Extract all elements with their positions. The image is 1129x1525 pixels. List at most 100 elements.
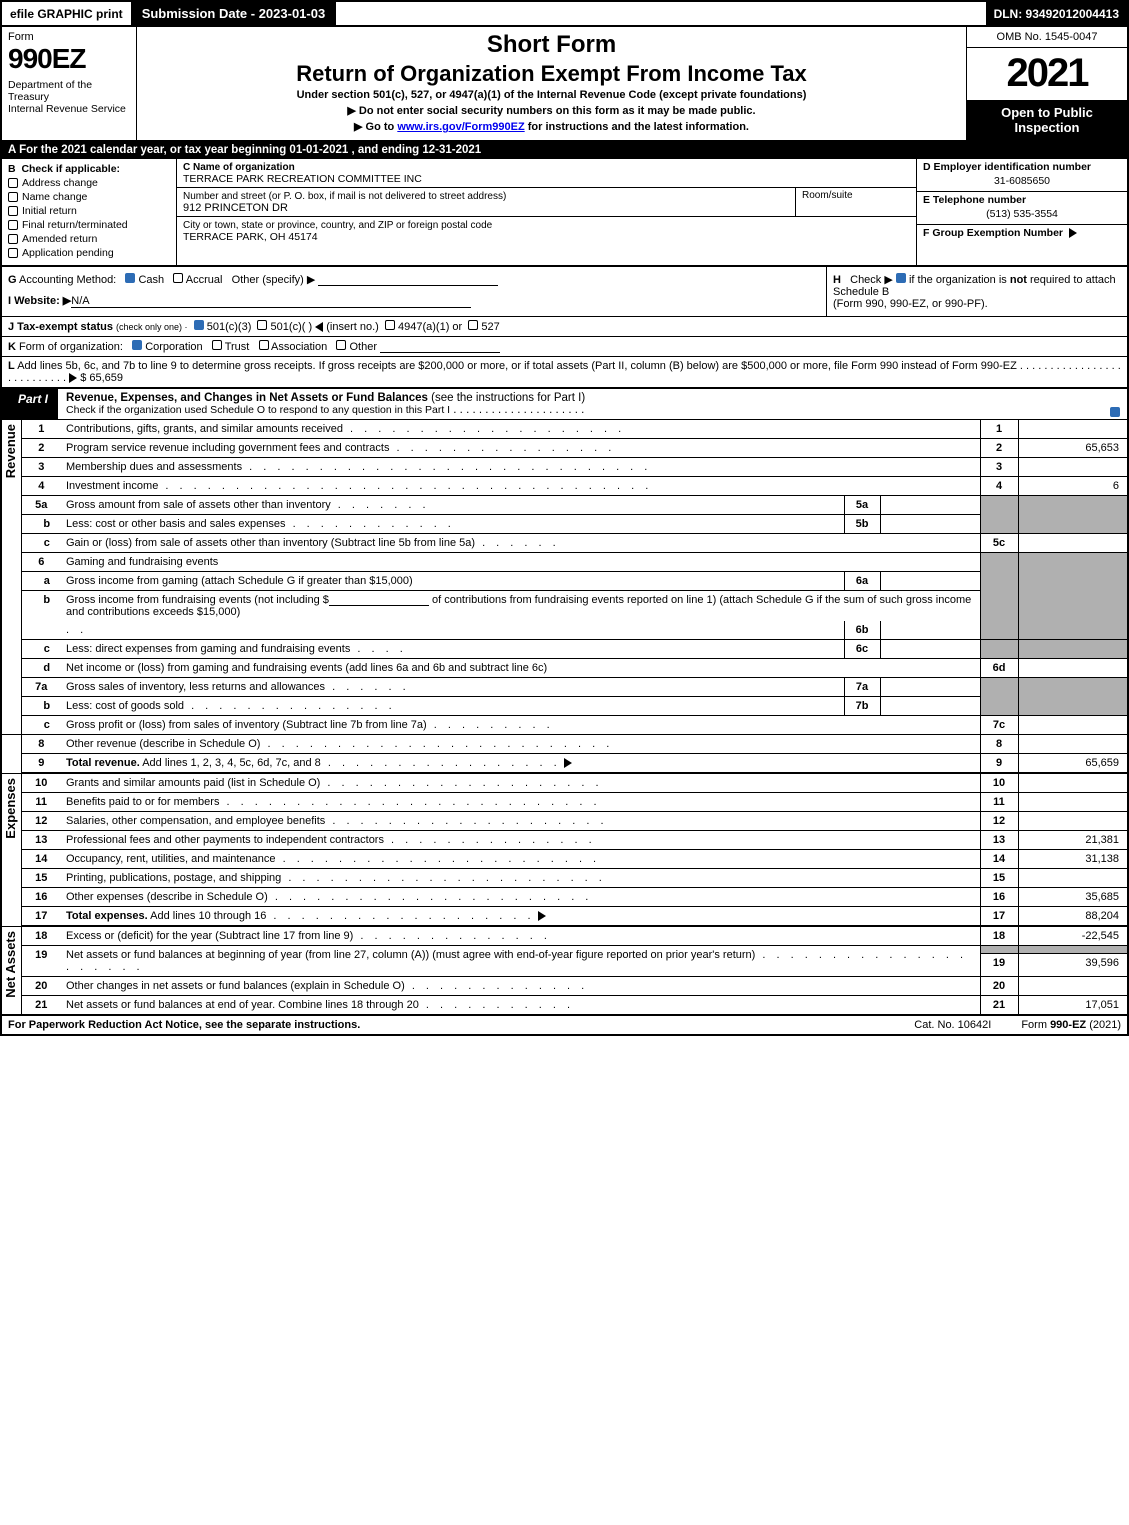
part-1-title-paren: (see the instructions for Part I): [428, 392, 585, 404]
chk-amended-return[interactable]: Amended return: [8, 233, 170, 245]
short-form-title: Short Form: [145, 31, 958, 59]
phone-value: (513) 535-3554: [923, 206, 1121, 222]
amount-cell: [1018, 977, 1128, 996]
street-row: Number and street (or P. O. box, if mail…: [177, 188, 916, 217]
checkbox-accrual-icon[interactable]: [173, 273, 183, 283]
col-num: 1: [980, 420, 1018, 439]
line-num: 6: [21, 553, 61, 572]
amount-cell: 35,685: [1018, 888, 1128, 907]
website-value: N/A: [71, 295, 471, 308]
efile-print-button[interactable]: efile GRAPHIC print: [2, 2, 132, 25]
chk-final-return[interactable]: Final return/terminated: [8, 219, 170, 231]
line-desc: Contributions, gifts, grants, and simila…: [61, 420, 980, 439]
checkbox-schedule-b-icon[interactable]: [896, 273, 906, 283]
inner-col: 6b: [844, 621, 880, 640]
checkbox-assoc-icon[interactable]: [259, 340, 269, 350]
checkbox-corp-icon[interactable]: [132, 340, 142, 350]
form-number: 990EZ: [8, 43, 130, 75]
j-501c3: 501(c)(3): [207, 321, 252, 333]
line-15: 15 Printing, publications, postage, and …: [1, 869, 1128, 888]
street-label: Number and street (or P. O. box, if mail…: [183, 191, 506, 202]
instruction-line-2: ▶ Go to www.irs.gov/Form990EZ for instru…: [145, 120, 958, 133]
city-label: City or town, state or province, country…: [183, 220, 492, 231]
col-num: 11: [980, 793, 1018, 812]
inner-amount: [880, 496, 980, 515]
inner-amount: [880, 572, 980, 591]
under-section-text: Under section 501(c), 527, or 4947(a)(1)…: [145, 89, 958, 101]
ein-label: D Employer identification number: [923, 161, 1091, 173]
h-forms: (Form 990, 990-EZ, or 990-PF).: [833, 298, 988, 310]
chk-address-change[interactable]: Address change: [8, 177, 170, 189]
chk-initial-return[interactable]: Initial return: [8, 205, 170, 217]
instr2-prefix: ▶ Go to: [354, 121, 397, 133]
inner-col: 5a: [844, 496, 880, 515]
chk-application-pending[interactable]: Application pending: [8, 247, 170, 259]
line-desc: Program service revenue including govern…: [61, 439, 980, 458]
line-num: 13: [21, 831, 61, 850]
shaded-cell: [1018, 640, 1128, 659]
other-org-field[interactable]: [380, 341, 500, 353]
col-num: 18: [980, 927, 1018, 946]
omb-number: OMB No. 1545-0047: [967, 27, 1127, 48]
line-desc: Gain or (loss) from sale of assets other…: [61, 534, 980, 553]
line-desc: Occupancy, rent, utilities, and maintena…: [61, 850, 980, 869]
line-num: b: [21, 697, 61, 716]
accounting-method-row: G Accounting Method: Cash Accrual Other …: [8, 273, 820, 286]
shaded-cell: [980, 640, 1018, 659]
line-desc: Less: direct expenses from gaming and fu…: [61, 640, 844, 659]
line-desc: Less: cost of goods sold . . . . . . . .…: [61, 697, 844, 716]
col-num: 13: [980, 831, 1018, 850]
amount-cell: [1018, 716, 1128, 735]
line-19-top: 19 Net assets or fund balances at beginn…: [1, 946, 1128, 954]
contrib-amount-field[interactable]: [329, 594, 429, 606]
chk-name-change[interactable]: Name change: [8, 191, 170, 203]
chk-label: Address change: [22, 177, 98, 189]
line-desc: Investment income . . . . . . . . . . . …: [61, 477, 980, 496]
checkbox-4947-icon[interactable]: [385, 320, 395, 330]
line-desc: Net assets or fund balances at end of ye…: [61, 996, 980, 1015]
line-2: 2 Program service revenue including gove…: [1, 439, 1128, 458]
line-num: d: [21, 659, 61, 678]
checkbox-501c3-icon[interactable]: [194, 320, 204, 330]
net-assets-vlabel: Net Assets: [2, 927, 19, 1002]
checkbox-527-icon[interactable]: [468, 320, 478, 330]
checkbox-501c-icon[interactable]: [257, 320, 267, 330]
col-num: 4: [980, 477, 1018, 496]
line-num: c: [21, 640, 61, 659]
checkbox-other-icon[interactable]: [336, 340, 346, 350]
checkbox-cash-icon[interactable]: [125, 273, 135, 283]
other-specify-field[interactable]: [318, 274, 498, 286]
org-name-label: C Name of organization: [183, 162, 295, 173]
line-21: 21 Net assets or fund balances at end of…: [1, 996, 1128, 1015]
line-num: c: [21, 534, 61, 553]
submission-date: Submission Date - 2023-01-03: [132, 2, 337, 25]
k-other: Other: [349, 341, 377, 353]
checkbox-schedule-o-icon[interactable]: [1110, 407, 1120, 417]
shaded-cell: [980, 678, 1018, 716]
dln-number: DLN: 93492012004413: [986, 2, 1127, 25]
website-label: I Website: ▶: [8, 295, 71, 307]
checkbox-trust-icon[interactable]: [212, 340, 222, 350]
instr2-suffix: for instructions and the latest informat…: [525, 121, 749, 133]
section-c-org-info: C Name of organization TERRACE PARK RECR…: [177, 159, 917, 265]
col-num: 14: [980, 850, 1018, 869]
chk-label: Initial return: [22, 205, 77, 217]
footer-left: For Paperwork Reduction Act Notice, see …: [8, 1019, 884, 1031]
line-5c: c Gain or (loss) from sale of assets oth…: [1, 534, 1128, 553]
line-num: 7a: [21, 678, 61, 697]
l-amount: $ 65,659: [80, 372, 123, 384]
line-9: 9 Total revenue. Add lines 1, 2, 3, 4, 5…: [1, 754, 1128, 774]
shaded-cell: [980, 553, 1018, 640]
inner-col: 7b: [844, 697, 880, 716]
col-num: 17: [980, 907, 1018, 927]
line-num: 16: [21, 888, 61, 907]
arrow-right-icon: [564, 758, 572, 768]
shaded-cell: [980, 496, 1018, 534]
part-1-subtitle: Check if the organization used Schedule …: [66, 404, 450, 416]
k-corp: Corporation: [145, 341, 202, 353]
j-label-small: (check only one) ·: [116, 322, 188, 332]
line-desc: Net assets or fund balances at beginning…: [61, 946, 980, 977]
irs-link[interactable]: www.irs.gov/Form990EZ: [397, 121, 524, 133]
check-if-applicable: Check if applicable:: [21, 163, 120, 175]
line-7a: 7a Gross sales of inventory, less return…: [1, 678, 1128, 697]
